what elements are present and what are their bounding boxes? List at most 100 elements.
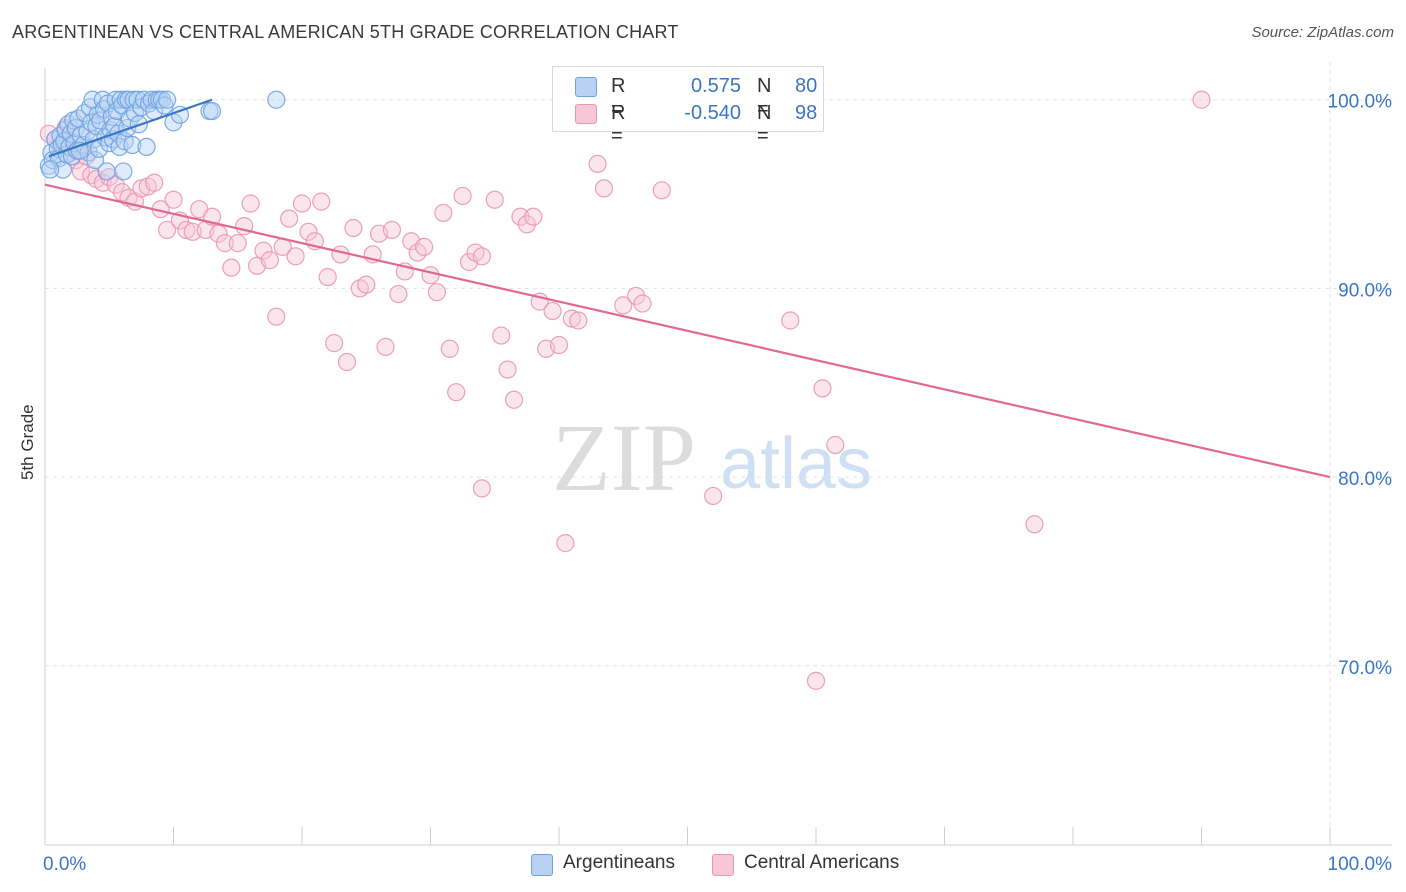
y-tick-label: 80.0% — [1338, 469, 1392, 490]
central-americans-point — [292, 194, 312, 213]
legend-swatch-blue — [531, 854, 553, 876]
central-americans-point — [344, 218, 363, 238]
legend-n-label: N = — [757, 75, 772, 120]
argentineans-point — [86, 151, 105, 170]
argentineans-point — [41, 160, 60, 179]
central-americans-point — [299, 222, 318, 241]
central-americans-point — [157, 220, 177, 240]
central-americans-point — [376, 337, 395, 356]
argentineans-point — [109, 124, 128, 143]
y-tick-label: 100.0% — [1328, 92, 1393, 113]
central-americans-point — [357, 275, 376, 294]
central-americans-point — [652, 181, 671, 200]
central-americans-point — [472, 247, 491, 266]
y-tick-labels: 100.0% 90.0% 80.0% 70.0% — [1328, 92, 1393, 679]
argentineans-point — [267, 90, 286, 109]
argentineans-point — [97, 162, 116, 181]
central-americans-point — [241, 194, 260, 213]
central-americans-point — [177, 220, 196, 240]
central-americans-point — [569, 311, 588, 330]
x-tick-label: 100.0% — [1328, 854, 1393, 875]
argentineans-point — [137, 137, 156, 157]
central-americans-point — [594, 179, 614, 198]
central-americans-point — [485, 190, 504, 209]
grid-lines — [45, 62, 1392, 845]
legend-r-label: R = — [611, 75, 626, 120]
central-americans-point — [806, 671, 826, 690]
argentineans-point — [124, 90, 143, 109]
central-americans-point — [164, 190, 183, 209]
y-tick-label: 90.0% — [1338, 280, 1392, 301]
correlation-legend: R = 0.575 N = 80 R = -0.540 N = 98 — [552, 66, 824, 147]
y-tick-label: 70.0% — [1338, 658, 1392, 679]
argentineans-point — [114, 162, 133, 181]
central-americans-point — [318, 267, 337, 287]
central-americans-point — [588, 154, 607, 173]
watermark-atlas: atlas — [720, 424, 872, 504]
central-americans-point — [267, 307, 286, 326]
legend-swatch-pink — [712, 854, 734, 876]
legend-r-label: R = — [611, 102, 626, 147]
argentineans-point — [202, 101, 222, 121]
central-americans-point — [562, 309, 581, 328]
central-americans-point — [427, 283, 447, 302]
central-americans-point — [1192, 90, 1211, 109]
central-americans-point — [813, 379, 832, 398]
central-americans-point — [145, 173, 164, 192]
argentineans-point — [78, 122, 97, 141]
central-americans-point — [614, 296, 633, 315]
central-americans-point — [511, 207, 530, 226]
watermark-zip: ZIP — [552, 404, 696, 511]
central-americans-point — [524, 207, 543, 226]
central-americans-point — [549, 335, 569, 355]
central-americans-point — [517, 215, 536, 234]
central-americans-point — [492, 326, 511, 345]
central-americans-trendline — [44, 183, 1331, 479]
legend-label: Argentineans — [563, 852, 675, 873]
central-americans-point — [337, 352, 357, 372]
data-points — [39, 90, 1211, 690]
argentineans-point — [89, 139, 109, 158]
central-americans-point — [504, 390, 524, 409]
legend-swatch-pink — [575, 104, 597, 124]
central-americans-point — [556, 534, 575, 553]
central-americans-point — [280, 209, 299, 228]
argentineans-point — [53, 160, 73, 179]
central-americans-point — [389, 284, 408, 304]
axes — [44, 68, 1392, 846]
central-americans-point — [286, 247, 305, 266]
argentineans-point — [84, 130, 103, 149]
trend-lines — [44, 98, 1331, 479]
central-americans-point — [626, 286, 646, 306]
central-americans-point — [325, 334, 344, 353]
central-americans-point — [472, 479, 491, 498]
legend-swatch-blue — [575, 77, 597, 97]
central-americans-point — [826, 435, 845, 455]
central-americans-point — [498, 360, 517, 379]
legend-r-value: -0.540 — [684, 102, 741, 124]
chart-title: ARGENTINEAN VS CENTRAL AMERICAN 5TH GRAD… — [12, 22, 679, 42]
central-americans-point — [781, 311, 800, 330]
central-americans-point — [331, 245, 350, 264]
argentineans-point — [157, 90, 177, 109]
legend-n-value: 80 — [795, 75, 818, 97]
argentineans-point — [123, 135, 142, 155]
source-label: Source: ZipAtlas.com — [1251, 24, 1394, 41]
legend-r-value: 0.575 — [690, 75, 741, 97]
central-americans-point — [222, 258, 241, 277]
central-americans-point — [414, 237, 434, 257]
central-americans-point — [704, 486, 723, 506]
central-americans-point — [453, 186, 472, 206]
central-americans-point — [434, 203, 453, 223]
central-americans-point — [1025, 515, 1044, 534]
legend-n-value: 98 — [795, 102, 818, 124]
central-americans-point — [228, 234, 247, 253]
y-axis-label: 5th Grade — [18, 404, 37, 480]
argentineans-trendline — [48, 98, 213, 158]
central-americans-point — [215, 234, 234, 253]
x-tick-labels: 0.0% 100.0% — [43, 854, 1392, 875]
central-americans-point — [312, 192, 331, 211]
watermark: ZIP atlas — [552, 404, 872, 511]
central-americans-point — [633, 294, 652, 313]
